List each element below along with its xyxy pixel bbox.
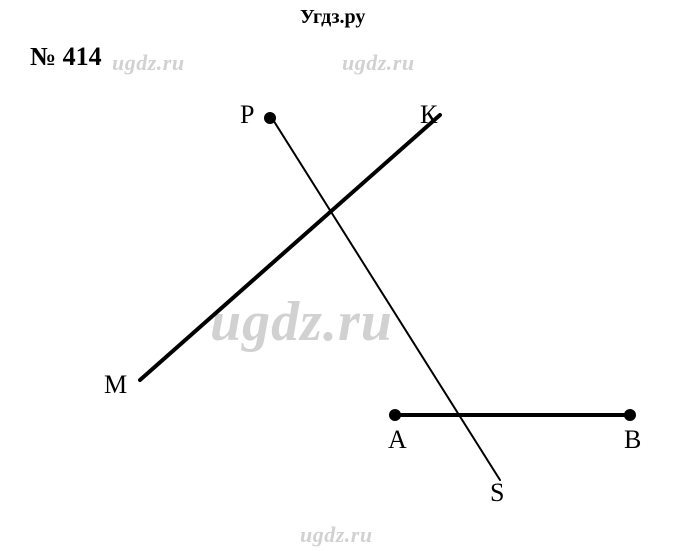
label-B: В [624,425,641,455]
segment-PS [270,115,500,480]
geometry-diagram [0,0,680,551]
label-K: К [420,100,437,130]
label-P: Р [240,100,254,130]
point-P [264,112,276,124]
point-B [624,409,636,421]
segment-MK [140,115,440,380]
label-A: А [388,425,407,455]
label-S: S [490,478,504,508]
point-A [389,409,401,421]
label-M: М [104,370,127,400]
